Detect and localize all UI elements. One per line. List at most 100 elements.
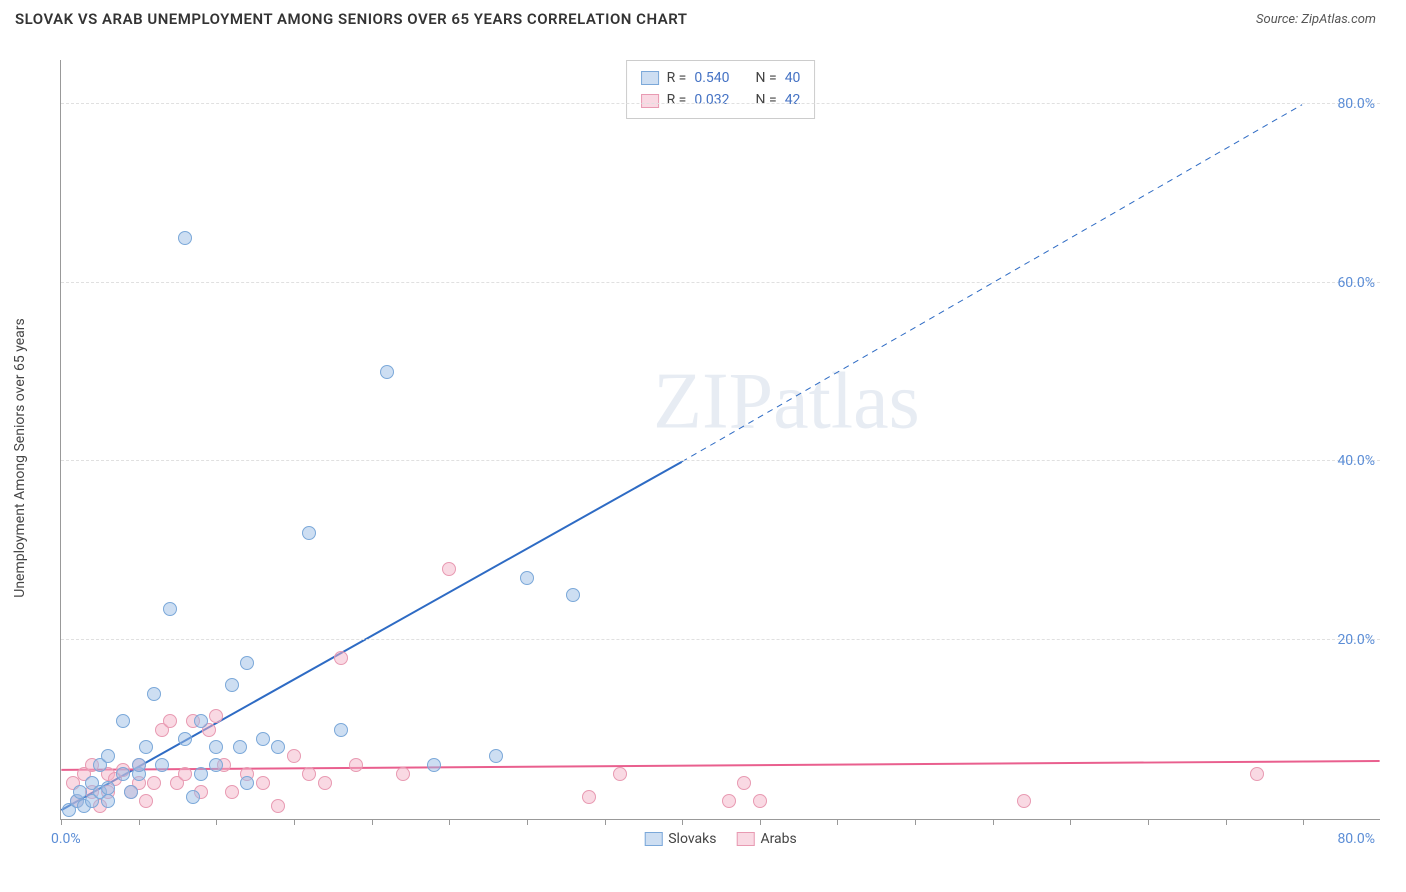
data-point xyxy=(240,776,254,790)
x-tick xyxy=(449,819,450,825)
data-point xyxy=(233,740,247,754)
x-tick xyxy=(915,819,916,825)
x-tick xyxy=(61,819,62,825)
data-point xyxy=(302,767,316,781)
data-point xyxy=(147,776,161,790)
x-tick xyxy=(1070,819,1071,825)
data-point xyxy=(163,714,177,728)
x-tick xyxy=(372,819,373,825)
n-label: N = xyxy=(756,67,777,89)
data-point xyxy=(101,781,115,795)
data-point xyxy=(209,758,223,772)
data-point xyxy=(178,767,192,781)
grid-line xyxy=(61,282,1380,283)
data-point xyxy=(209,709,223,723)
data-point xyxy=(240,656,254,670)
data-point xyxy=(271,740,285,754)
data-point xyxy=(722,794,736,808)
y-tick-label: 60.0% xyxy=(1337,275,1375,291)
data-point xyxy=(178,732,192,746)
data-point xyxy=(287,749,301,763)
data-point xyxy=(73,785,87,799)
x-tick xyxy=(216,819,217,825)
data-point xyxy=(613,767,627,781)
chart-container: Unemployment Among Seniors over 65 years… xyxy=(50,50,1390,850)
data-point xyxy=(1017,794,1031,808)
trend-lines xyxy=(61,60,1380,819)
data-point xyxy=(178,231,192,245)
data-point xyxy=(155,758,169,772)
data-point xyxy=(427,758,441,772)
data-point xyxy=(132,758,146,772)
correlation-legend: R = 0.540 N = 40 R = 0.032 N = 42 xyxy=(626,60,816,119)
r-value-arabs: 0.032 xyxy=(694,89,729,111)
data-point xyxy=(396,767,410,781)
data-point xyxy=(1250,767,1264,781)
watermark: ZIPatlas xyxy=(653,356,920,447)
data-point xyxy=(124,785,138,799)
y-axis-label: Unemployment Among Seniors over 65 years xyxy=(12,318,28,598)
data-point xyxy=(349,758,363,772)
x-tick xyxy=(605,819,606,825)
plot-area: ZIPatlas R = 0.540 N = 40 R = 0.032 N = … xyxy=(60,60,1380,820)
data-point xyxy=(334,723,348,737)
data-point xyxy=(256,732,270,746)
x-min-label: 0.0% xyxy=(51,831,81,847)
data-point xyxy=(186,790,200,804)
data-point xyxy=(271,799,285,813)
x-tick xyxy=(139,819,140,825)
x-tick xyxy=(993,819,994,825)
data-point xyxy=(566,588,580,602)
swatch-slovaks xyxy=(644,832,662,846)
data-point xyxy=(334,651,348,665)
legend-item-slovaks: Slovaks xyxy=(644,831,716,847)
data-point xyxy=(489,749,503,763)
data-point xyxy=(116,714,130,728)
series-label-arabs: Arabs xyxy=(760,831,796,847)
data-point xyxy=(582,790,596,804)
r-value-slovaks: 0.540 xyxy=(694,67,729,89)
n-label: N = xyxy=(756,89,777,111)
data-point xyxy=(139,794,153,808)
swatch-arabs xyxy=(736,832,754,846)
x-max-label: 80.0% xyxy=(1337,831,1375,847)
n-value-slovaks: 40 xyxy=(785,67,801,89)
data-point xyxy=(225,678,239,692)
data-point xyxy=(318,776,332,790)
y-tick-label: 80.0% xyxy=(1337,96,1375,112)
data-point xyxy=(194,767,208,781)
legend-item-arabs: Arabs xyxy=(736,831,796,847)
data-point xyxy=(163,602,177,616)
data-point xyxy=(302,526,316,540)
legend-row-slovaks: R = 0.540 N = 40 xyxy=(641,67,801,89)
source-attribution: Source: ZipAtlas.com xyxy=(1256,12,1376,27)
series-label-slovaks: Slovaks xyxy=(668,831,716,847)
data-point xyxy=(116,767,130,781)
x-tick xyxy=(682,819,683,825)
grid-line xyxy=(61,460,1380,461)
x-tick xyxy=(1226,819,1227,825)
data-point xyxy=(256,776,270,790)
data-point xyxy=(380,365,394,379)
data-point xyxy=(753,794,767,808)
y-tick-label: 20.0% xyxy=(1337,632,1375,648)
swatch-slovaks xyxy=(641,71,659,85)
data-point xyxy=(101,794,115,808)
x-tick xyxy=(837,819,838,825)
swatch-arabs xyxy=(641,94,659,108)
r-label: R = xyxy=(667,89,687,111)
n-value-arabs: 42 xyxy=(785,89,801,111)
x-tick xyxy=(527,819,528,825)
r-label: R = xyxy=(667,67,687,89)
data-point xyxy=(520,571,534,585)
x-tick xyxy=(1303,819,1304,825)
data-point xyxy=(147,687,161,701)
data-point xyxy=(737,776,751,790)
legend-row-arabs: R = 0.032 N = 42 xyxy=(641,89,801,111)
chart-title: SLOVAK VS ARAB UNEMPLOYMENT AMONG SENIOR… xyxy=(15,10,688,28)
grid-line xyxy=(61,639,1380,640)
series-legend: Slovaks Arabs xyxy=(644,831,797,847)
data-point xyxy=(101,749,115,763)
data-point xyxy=(209,740,223,754)
x-tick xyxy=(1148,819,1149,825)
